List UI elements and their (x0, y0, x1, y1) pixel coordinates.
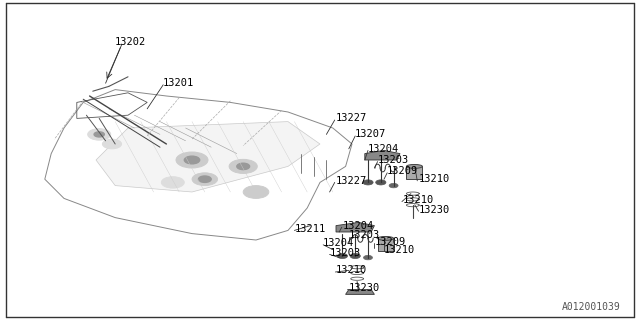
Polygon shape (365, 150, 400, 160)
Circle shape (229, 159, 257, 173)
Circle shape (88, 129, 111, 140)
Text: 13209: 13209 (374, 236, 406, 247)
Circle shape (243, 186, 269, 198)
Circle shape (350, 253, 360, 259)
Circle shape (94, 132, 104, 137)
Text: 13203: 13203 (378, 155, 409, 165)
Circle shape (102, 139, 122, 149)
Circle shape (198, 176, 211, 182)
Circle shape (192, 173, 218, 186)
Text: 13227: 13227 (336, 176, 367, 186)
Circle shape (364, 255, 372, 260)
Ellipse shape (406, 164, 422, 168)
Text: 13210: 13210 (384, 244, 415, 255)
Text: 13201: 13201 (163, 78, 195, 88)
Text: 13203: 13203 (330, 248, 361, 258)
Bar (378, 238, 394, 251)
Text: 13207: 13207 (355, 129, 387, 140)
Text: 13204: 13204 (323, 238, 355, 248)
Circle shape (376, 180, 386, 185)
Text: 13204: 13204 (368, 144, 399, 154)
Polygon shape (96, 122, 320, 192)
Circle shape (389, 183, 398, 188)
Text: 13203: 13203 (349, 230, 380, 240)
Text: 13210: 13210 (336, 265, 367, 276)
Text: 13230: 13230 (349, 283, 380, 293)
Text: 13204: 13204 (342, 220, 374, 231)
Ellipse shape (378, 236, 394, 240)
Text: 13210: 13210 (403, 195, 435, 205)
Circle shape (363, 180, 373, 185)
Text: 13210: 13210 (419, 174, 451, 184)
Polygon shape (346, 290, 374, 294)
Text: 13211: 13211 (294, 224, 326, 234)
Circle shape (237, 163, 250, 170)
Text: 13230: 13230 (419, 204, 451, 215)
Circle shape (184, 156, 200, 164)
Text: A012001039: A012001039 (562, 302, 621, 312)
Circle shape (161, 177, 184, 188)
Text: 13227: 13227 (336, 113, 367, 124)
Circle shape (176, 152, 208, 168)
Polygon shape (336, 222, 374, 232)
Bar (406, 166, 422, 179)
Text: 13202: 13202 (115, 36, 147, 47)
Text: 13209: 13209 (387, 166, 419, 176)
Circle shape (337, 253, 348, 259)
